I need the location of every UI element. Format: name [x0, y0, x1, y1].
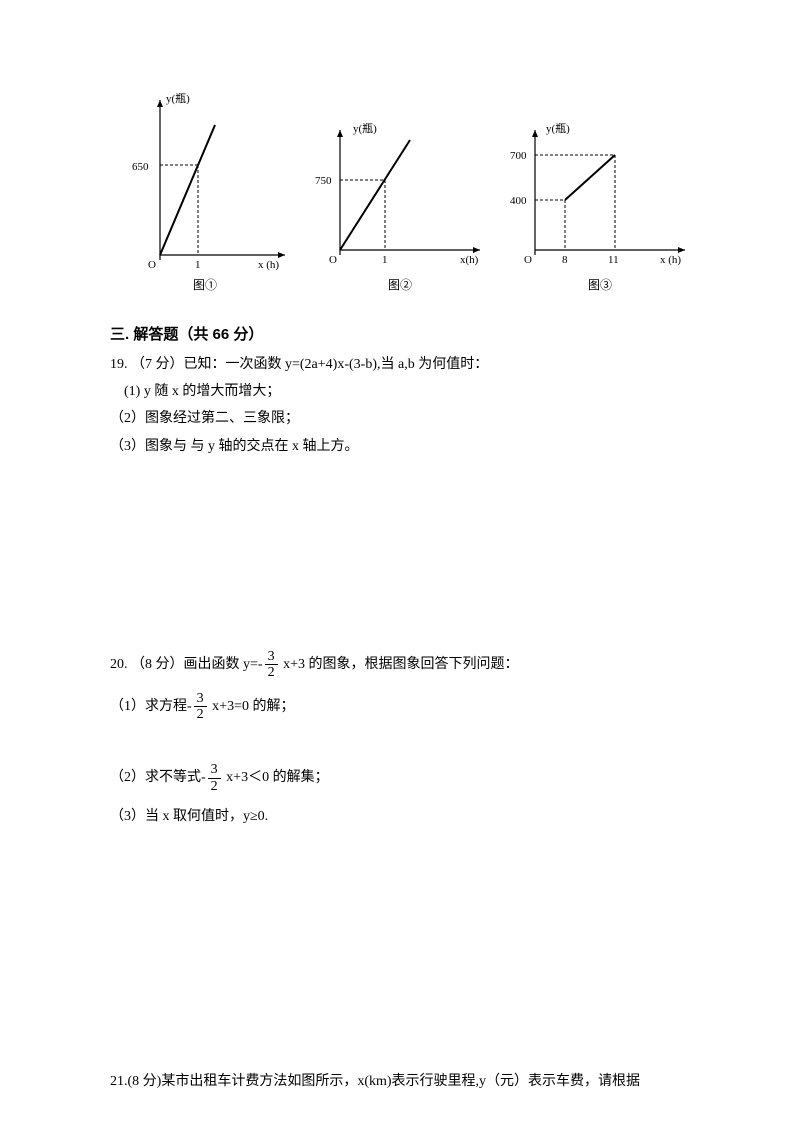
chart1-ylabel: y(瓶) — [166, 91, 190, 105]
chart2-ylabel: y(瓶) — [353, 121, 377, 135]
q19-p2: （2）图象经过第二、三象限； — [110, 406, 700, 431]
q20-stem-before: 20. （8 分）画出函数 y=- — [110, 657, 263, 672]
chart3-origin: O — [524, 254, 532, 266]
problem-20: 20. （8 分）画出函数 y=-32 x+3 的图象，根据图象回答下列问题： … — [110, 649, 700, 830]
q19-stem: 19. （7 分）已知：一次函数 y=(2a+4)x-(3-b),当 a,b 为… — [110, 352, 700, 377]
chart3-ytick-700: 700 — [510, 150, 527, 162]
fraction-3: 32 — [208, 762, 221, 794]
chart1-caption: 图① — [193, 276, 217, 293]
q21-stem: 21.(8 分)某市出租车计费方法如图所示，x(km)表示行驶里程,y（元）表示… — [110, 1069, 700, 1094]
q19-p3: （3）图象与 与 y 轴的交点在 x 轴上方。 — [110, 434, 700, 459]
chart1-origin: O — [148, 259, 156, 270]
chart2-xtick: 1 — [382, 254, 388, 266]
fraction-2: 32 — [194, 691, 207, 723]
problem-21: 21.(8 分)某市出租车计费方法如图所示，x(km)表示行驶里程,y（元）表示… — [110, 1069, 700, 1094]
chart-2: 750 1 O y(瓶) x(h) 图② — [305, 120, 495, 293]
chart3-ytick-400: 400 — [510, 195, 527, 207]
chart2-origin: O — [329, 254, 337, 266]
chart2-caption: 图② — [388, 276, 412, 293]
chart2-xlabel: x(h) — [460, 254, 479, 266]
q20-p2-before: （2）求不等式- — [110, 770, 206, 785]
chart3-xtick-11: 11 — [608, 254, 619, 266]
q20-p1-after: x+3=0 的解； — [209, 699, 295, 714]
chart3-xlabel: x (h) — [660, 254, 681, 266]
section-title: 三. 解答题（共 66 分） — [110, 323, 700, 344]
q20-p3: （3）当 x 取何值时，y≥0. — [110, 804, 700, 829]
chart-2-svg: 750 1 O y(瓶) x(h) — [305, 120, 495, 270]
q19-p1: (1) y 随 x 的增大而增大； — [110, 379, 700, 404]
chart-3-svg: 700 400 8 11 O y(瓶) x (h) — [500, 120, 700, 270]
charts-row: 650 1 O y(瓶) x (h) 图① 750 1 O y(瓶) — [110, 90, 700, 293]
problem-19: 19. （7 分）已知：一次函数 y=(2a+4)x-(3-b),当 a,b 为… — [110, 352, 700, 459]
chart3-caption: 图③ — [588, 276, 612, 293]
q20-p2-after: x+3＜0 的解集； — [223, 770, 329, 785]
chart3-xtick-8: 8 — [562, 254, 568, 266]
chart3-ylabel: y(瓶) — [546, 121, 570, 135]
chart1-xtick: 1 — [195, 259, 201, 270]
q20-stem: 20. （8 分）画出函数 y=-32 x+3 的图象，根据图象回答下列问题： — [110, 649, 700, 681]
chart-3: 700 400 8 11 O y(瓶) x (h) 图③ — [500, 120, 700, 293]
chart1-ytick: 650 — [132, 161, 149, 173]
q20-p1: （1）求方程-32 x+3=0 的解； — [110, 691, 700, 723]
chart-1-svg: 650 1 O y(瓶) x (h) — [110, 90, 300, 270]
q20-p1-before: （1）求方程- — [110, 699, 192, 714]
fraction-1: 32 — [265, 649, 278, 681]
chart2-ytick: 750 — [315, 175, 332, 187]
chart1-xlabel: x (h) — [258, 259, 279, 270]
q20-stem-after: x+3 的图象，根据图象回答下列问题： — [280, 657, 519, 672]
chart-1: 650 1 O y(瓶) x (h) 图① — [110, 90, 300, 293]
q20-p2: （2）求不等式-32 x+3＜0 的解集； — [110, 762, 700, 794]
